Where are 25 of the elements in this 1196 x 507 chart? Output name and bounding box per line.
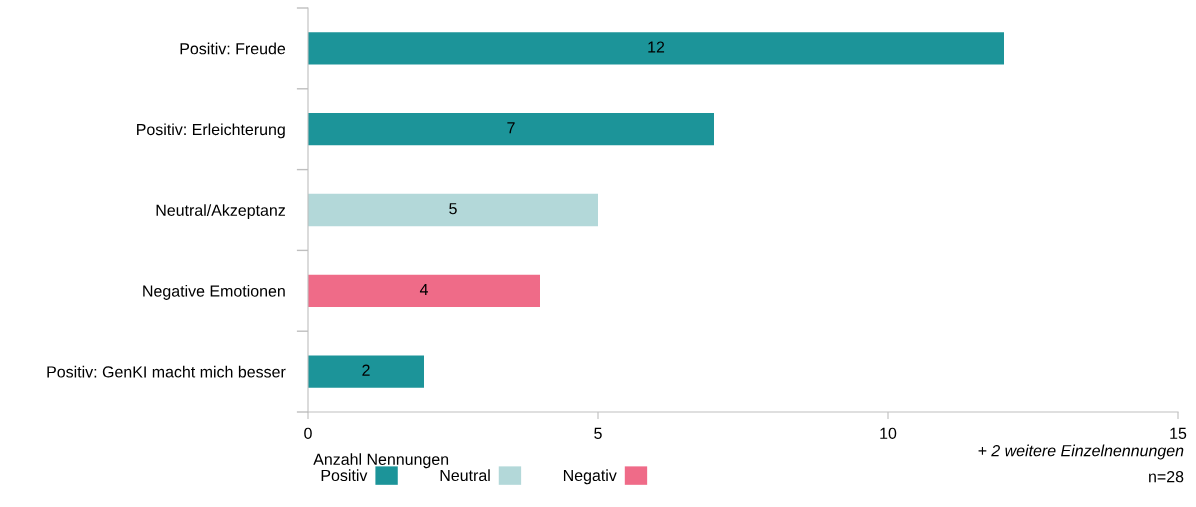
y-tick-label: Positiv: Erleichterung (137, 123, 285, 139)
bar (308, 355, 424, 388)
x-tick-label: 5 (594, 427, 602, 440)
data-label: 2 (362, 364, 370, 376)
bar (308, 274, 540, 307)
x-tick-label: 15 (1170, 427, 1187, 440)
bar (308, 113, 714, 146)
data-label: 4 (419, 283, 428, 295)
text: + 2 weitere Einzelnennungen (978, 444, 1184, 460)
data-label: 12 (648, 41, 665, 53)
bar (308, 32, 1004, 65)
x-tick-label: 0 (304, 427, 312, 440)
y-tick-label: Positiv: Freude (180, 42, 286, 55)
bar (308, 193, 598, 227)
x-axis-title: Anzahl Nennungen (313, 453, 449, 469)
text: n=28 (1149, 470, 1184, 483)
legend-label: Neutral (440, 469, 490, 482)
legend-label: Positiv (321, 469, 368, 482)
data-label: 7 (507, 122, 515, 134)
legend-label: Negativ (563, 469, 617, 485)
x-tick-label: 10 (880, 427, 897, 440)
y-tick-label: Negative Emotionen (143, 285, 285, 300)
data-label: 5 (449, 203, 457, 215)
y-tick-label: Neutral/Akzeptanz (156, 204, 285, 220)
y-tick-label: Positiv: GenKI macht mich besser (47, 365, 286, 378)
